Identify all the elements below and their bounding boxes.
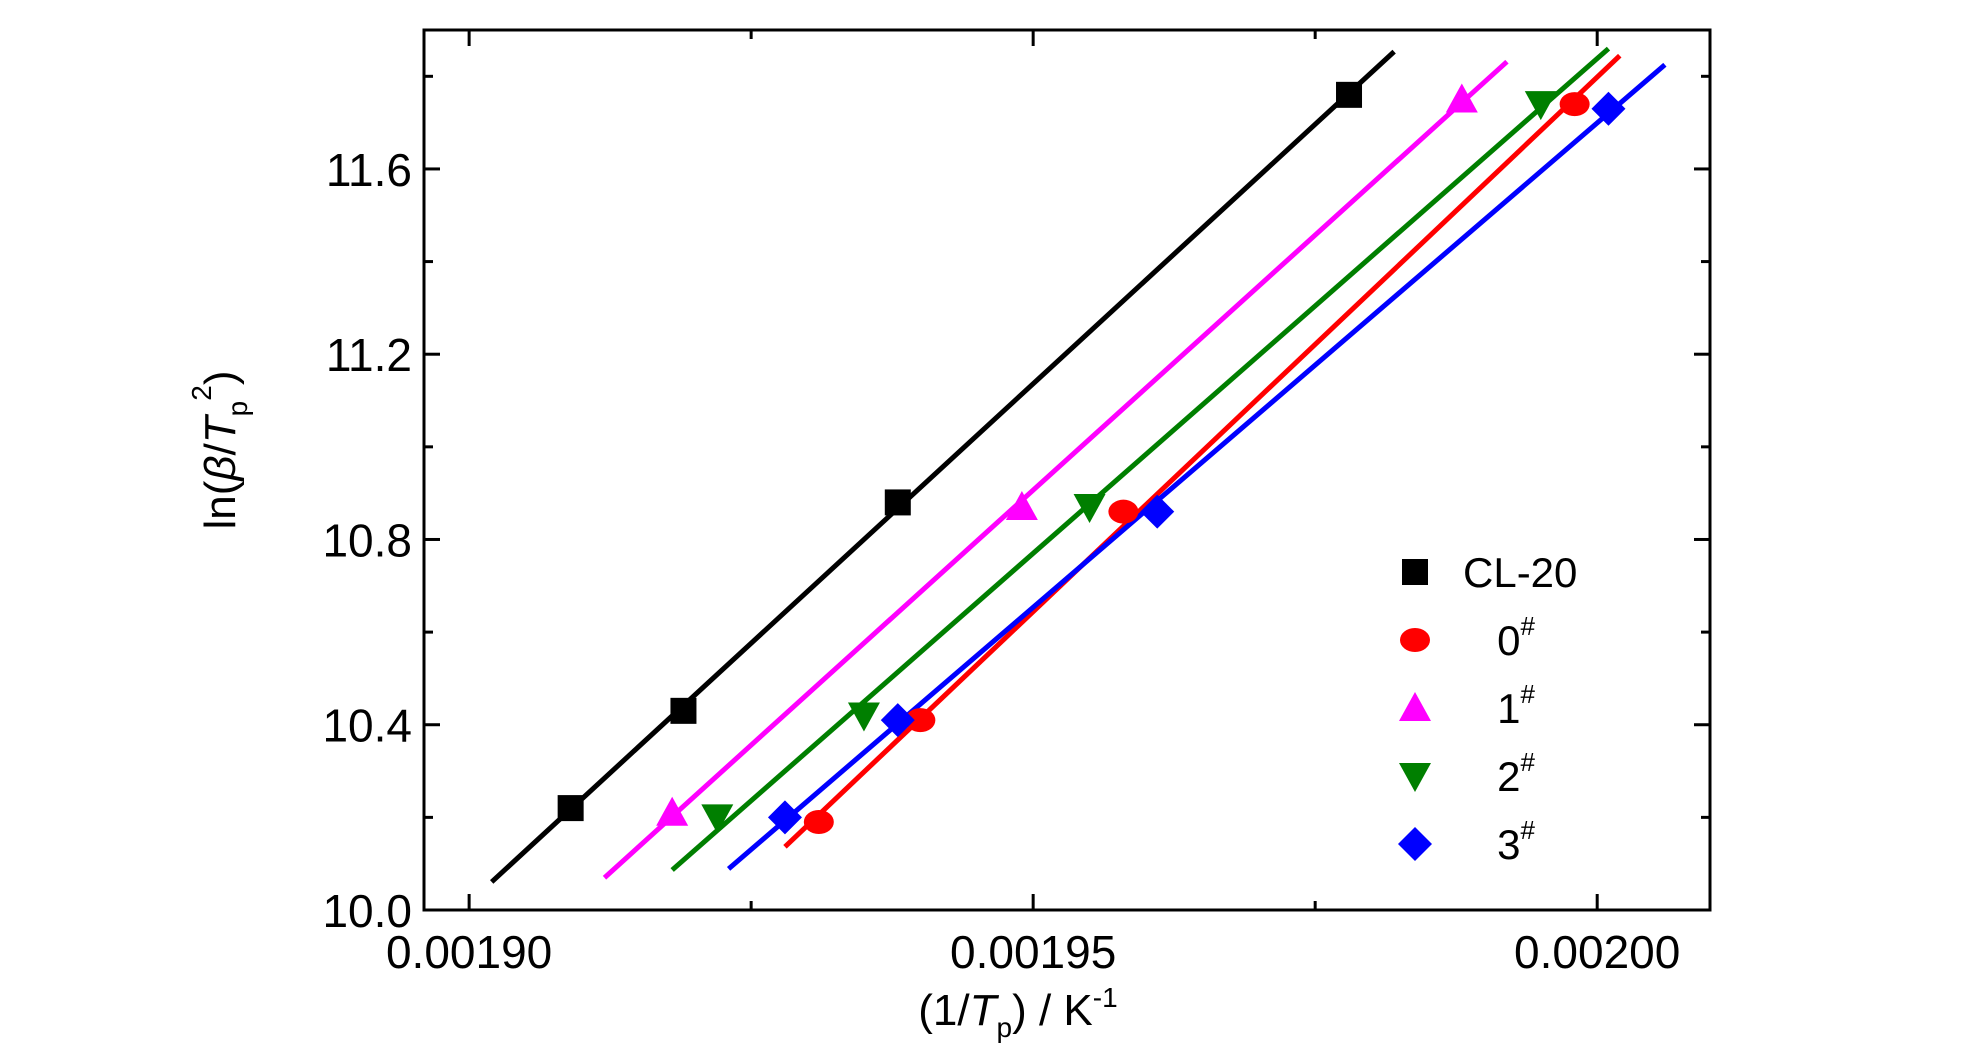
data-markers (557, 81, 1626, 835)
y-tick-label: 10.0 (322, 885, 412, 937)
legend-label: 3# (1497, 815, 1535, 868)
data-point (884, 489, 911, 516)
x-tick-label: 0.00190 (386, 926, 552, 978)
data-point (1005, 491, 1038, 521)
data-point (1524, 91, 1557, 121)
y-tick-label: 11.6 (326, 144, 412, 196)
x-tick-label: 0.00195 (950, 926, 1116, 978)
data-point (1140, 494, 1175, 529)
y-tick-label: 10.8 (322, 514, 412, 566)
legend-marker (1402, 559, 1428, 585)
legend-label: 1# (1497, 679, 1535, 732)
data-point (557, 795, 584, 822)
legend-label: CL-20 (1463, 549, 1577, 596)
x-axis-label: (1/Tp) / K-1 (918, 982, 1117, 1043)
data-point (1073, 494, 1106, 524)
legend-marker (1399, 763, 1431, 792)
plot-frame (422, 28, 1712, 912)
data-point (656, 796, 689, 826)
fit-lines (489, 46, 1667, 884)
data-point (1336, 81, 1363, 108)
data-point (701, 804, 734, 834)
x-tick-label: 0.00200 (1514, 926, 1680, 978)
y-axis-label: ln(β/Tp2) (186, 371, 253, 530)
tick-labels: 0.00190 0.00195 0.00200 10.0 10.4 10.8 11.2 11.… (322, 144, 1680, 978)
data-point (670, 697, 697, 724)
data-point (1559, 92, 1590, 117)
legend-marker (1399, 692, 1431, 721)
y-tick-label: 10.4 (322, 700, 412, 752)
fit-line (602, 59, 1509, 880)
legend-label: 0# (1497, 611, 1535, 664)
fit-line (670, 46, 1611, 872)
data-point (1445, 83, 1478, 113)
legend-marker (1398, 827, 1432, 861)
legend-marker (1400, 628, 1430, 652)
fit-line (726, 62, 1667, 871)
data-point (803, 810, 834, 834)
data-point (880, 703, 915, 738)
y-tick-label: 11.2 (326, 329, 412, 381)
data-point (767, 800, 802, 835)
legend-label: 2# (1497, 747, 1535, 800)
fit-line (489, 49, 1396, 884)
legend: CL-20 0# 1# 2# 3# (1398, 549, 1577, 868)
axis-ticks (424, 30, 1710, 912)
data-point (905, 708, 936, 733)
data-point (1591, 91, 1626, 126)
data-point (847, 702, 880, 732)
data-point (1108, 499, 1139, 524)
